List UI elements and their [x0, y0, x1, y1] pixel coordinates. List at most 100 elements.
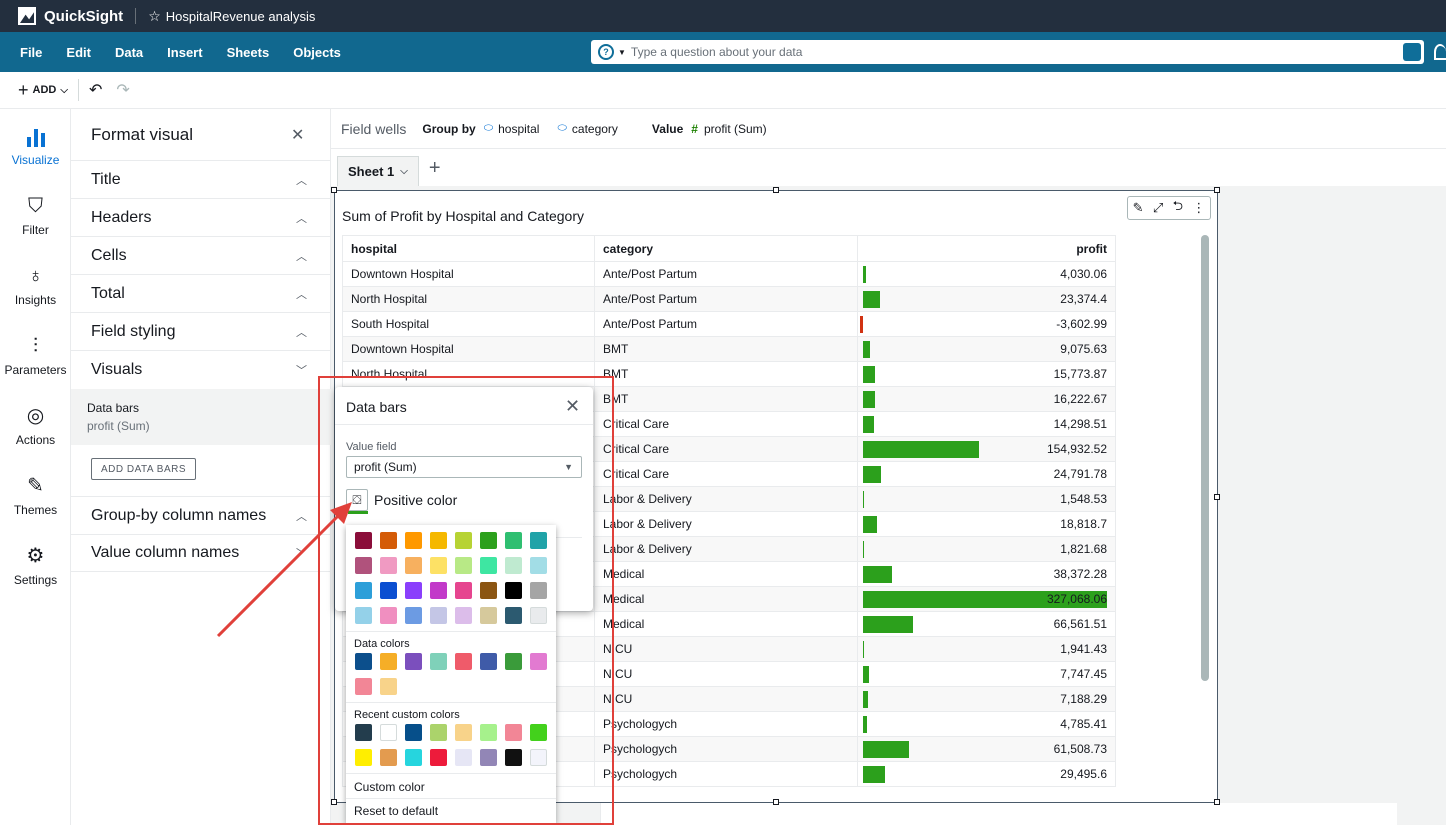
recent-color-swatch[interactable]	[430, 724, 447, 741]
drill-icon[interactable]: ⮌	[1172, 198, 1184, 213]
data-color-swatch[interactable]	[380, 678, 397, 695]
table-row[interactable]: North Hospital Ante/Post Partum 23,374.4	[342, 286, 1116, 312]
recent-color-swatch[interactable]	[405, 724, 422, 741]
menu-sheets[interactable]: Sheets	[226, 44, 270, 60]
cell-profit[interactable]: 1,548.53	[857, 486, 1116, 512]
color-swatch[interactable]	[530, 607, 547, 624]
color-swatch[interactable]	[505, 557, 522, 574]
color-swatch[interactable]	[480, 532, 497, 549]
data-color-swatch[interactable]	[405, 653, 422, 670]
recent-color-swatch[interactable]	[480, 724, 497, 741]
add-sheet-icon[interactable]: +	[428, 157, 441, 179]
cell-profit[interactable]: 9,075.63	[857, 336, 1116, 362]
cell-profit[interactable]: 24,791.78	[857, 461, 1116, 487]
cell-profit[interactable]: 7,747.45	[857, 661, 1116, 687]
cell-profit[interactable]: 7,188.29	[857, 686, 1116, 712]
table-row[interactable]: Downtown Hospital Ante/Post Partum 4,030.0…	[342, 261, 1116, 287]
rail-item-settings[interactable]: ⚙ Settings	[0, 545, 71, 587]
column-header-hospital[interactable]: hospital	[342, 235, 595, 262]
table-row[interactable]: Downtown Hospital BMT 9,075.63	[342, 336, 1116, 362]
edit-icon[interactable]: ✎	[1132, 200, 1144, 215]
recent-color-swatch[interactable]	[380, 724, 397, 741]
q-search-input[interactable]: Type a question about your data	[630, 45, 803, 59]
close-icon[interactable]: ✕	[291, 127, 305, 144]
menu-file[interactable]: File	[20, 44, 43, 60]
cell-category[interactable]: NICU	[594, 636, 858, 662]
reset-to-default-option[interactable]: Reset to default	[354, 804, 439, 818]
resize-handle[interactable]	[1214, 187, 1220, 193]
data-bars-item[interactable]: Data bars profit (Sum)	[71, 389, 331, 445]
add-data-bars-button[interactable]: ADD DATA BARS	[91, 458, 197, 480]
table-row[interactable]: North Hospital BMT 15,773.87	[342, 361, 1116, 387]
field-pill-profit[interactable]: # profit (Sum)	[691, 122, 766, 136]
field-wells[interactable]: Field wells Group by ⬭ hospital ⬭ catego…	[331, 109, 1446, 149]
color-swatch[interactable]	[430, 532, 447, 549]
cell-hospital[interactable]: Downtown Hospital	[342, 336, 595, 362]
column-header-profit[interactable]: profit	[857, 235, 1116, 262]
cell-profit[interactable]: 61,508.73	[857, 736, 1116, 762]
recent-color-swatch[interactable]	[355, 724, 372, 741]
recent-color-swatch[interactable]	[505, 724, 522, 741]
cell-category[interactable]: NICU	[594, 661, 858, 687]
vertical-scrollbar[interactable]	[1201, 235, 1209, 681]
cell-profit[interactable]: 29,495.6	[857, 761, 1116, 787]
quicksight-logo[interactable]: QuickSight	[18, 7, 123, 25]
cell-profit[interactable]: 16,222.67	[857, 386, 1116, 412]
resize-handle[interactable]	[773, 187, 779, 193]
cell-category[interactable]: Psychologych	[594, 711, 858, 737]
color-swatch[interactable]	[530, 582, 547, 599]
color-swatch[interactable]	[405, 582, 422, 599]
cell-hospital[interactable]: Downtown Hospital	[342, 261, 595, 287]
cell-category[interactable]: Critical Care	[594, 411, 858, 437]
color-swatch[interactable]	[455, 532, 472, 549]
visual-title[interactable]: Sum of Profit by Hospital and Category	[342, 208, 585, 224]
undo-icon[interactable]: ↶	[88, 82, 103, 99]
section-visuals[interactable]: Visuals ﹀	[71, 350, 331, 388]
color-swatch[interactable]	[505, 607, 522, 624]
resize-handle[interactable]	[1214, 494, 1220, 500]
cell-category[interactable]: Medical	[594, 561, 858, 587]
cell-category[interactable]: Labor & Delivery	[594, 486, 858, 512]
q-chat-icon[interactable]	[1403, 43, 1421, 61]
cell-category[interactable]: Ante/Post Partum	[594, 261, 858, 287]
rail-item-themes[interactable]: ✎ Themes	[0, 475, 71, 517]
help-icon[interactable]	[1434, 44, 1446, 60]
data-color-swatch[interactable]	[480, 653, 497, 670]
cell-hospital[interactable]: South Hospital	[342, 311, 595, 337]
cell-category[interactable]: Critical Care	[594, 436, 858, 462]
q-search-bar[interactable]: ? ▼ Type a question about your data	[591, 40, 1424, 64]
cell-hospital[interactable]: North Hospital	[342, 286, 595, 312]
cell-profit[interactable]: 1,941.43	[857, 636, 1116, 662]
cell-category[interactable]: Medical	[594, 611, 858, 637]
cell-profit[interactable]: 23,374.4	[857, 286, 1116, 312]
redo-icon[interactable]: ↷	[116, 82, 130, 99]
color-swatch[interactable]	[455, 607, 472, 624]
cell-profit[interactable]: 14,298.51	[857, 411, 1116, 437]
cell-profit[interactable]: 327,068.06	[857, 586, 1116, 612]
color-swatch[interactable]	[430, 582, 447, 599]
custom-color-option[interactable]: Custom color	[354, 780, 425, 794]
cell-profit[interactable]: 4,785.41	[857, 711, 1116, 737]
menu-data[interactable]: Data	[114, 44, 144, 60]
cell-profit[interactable]: 66,561.51	[857, 611, 1116, 637]
rail-item-filter[interactable]: ⛉ Filter	[0, 195, 71, 237]
data-color-swatch[interactable]	[380, 653, 397, 670]
field-wells-label[interactable]: Field wells	[341, 120, 407, 137]
section-cells[interactable]: Cells ︿	[71, 236, 331, 274]
data-color-swatch[interactable]	[355, 653, 372, 670]
cell-profit[interactable]: 4,030.06	[857, 261, 1116, 287]
close-icon[interactable]: ✕	[565, 396, 581, 416]
recent-color-swatch[interactable]	[380, 749, 397, 766]
cell-category[interactable]: Psychologych	[594, 761, 858, 787]
recent-color-swatch[interactable]	[455, 724, 472, 741]
data-color-swatch[interactable]	[355, 678, 372, 695]
field-pill-category[interactable]: ⬭ category	[557, 122, 617, 136]
recent-color-swatch[interactable]	[530, 749, 547, 766]
data-color-swatch[interactable]	[505, 653, 522, 670]
resize-handle[interactable]	[1214, 799, 1220, 805]
cell-category[interactable]: BMT	[594, 336, 858, 362]
recent-color-swatch[interactable]	[530, 724, 547, 741]
recent-color-swatch[interactable]	[355, 749, 372, 766]
field-pill-hospital[interactable]: ⬭ hospital	[484, 122, 540, 136]
color-swatch[interactable]	[530, 532, 547, 549]
